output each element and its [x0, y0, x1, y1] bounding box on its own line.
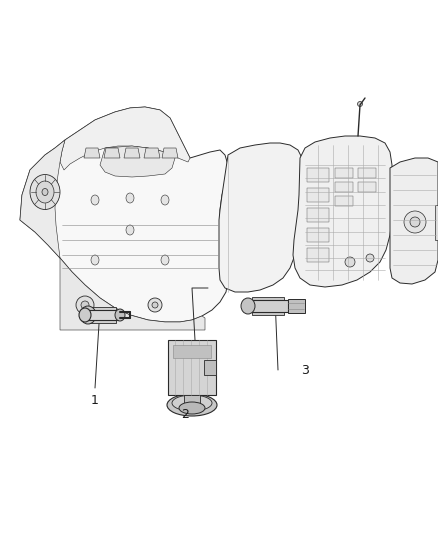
Ellipse shape: [42, 189, 48, 196]
Ellipse shape: [410, 217, 420, 227]
Ellipse shape: [418, 198, 432, 216]
Polygon shape: [435, 205, 438, 240]
Polygon shape: [358, 182, 376, 192]
Polygon shape: [124, 148, 140, 158]
Ellipse shape: [241, 298, 255, 314]
Ellipse shape: [167, 394, 217, 416]
Ellipse shape: [404, 211, 426, 233]
Polygon shape: [248, 300, 288, 312]
Polygon shape: [307, 168, 329, 182]
Polygon shape: [307, 228, 329, 242]
Ellipse shape: [161, 255, 169, 265]
Ellipse shape: [81, 301, 89, 309]
Ellipse shape: [80, 306, 96, 324]
Polygon shape: [88, 307, 116, 323]
Ellipse shape: [36, 181, 54, 203]
Ellipse shape: [126, 225, 134, 235]
Polygon shape: [392, 195, 425, 218]
Polygon shape: [219, 143, 305, 292]
Polygon shape: [162, 148, 178, 158]
Polygon shape: [293, 136, 392, 287]
Polygon shape: [307, 208, 329, 222]
Polygon shape: [20, 140, 65, 258]
Ellipse shape: [161, 195, 169, 205]
Polygon shape: [358, 168, 376, 178]
Polygon shape: [184, 395, 200, 408]
Ellipse shape: [30, 174, 60, 209]
Polygon shape: [390, 158, 438, 284]
Polygon shape: [307, 248, 329, 262]
Ellipse shape: [148, 298, 162, 312]
Ellipse shape: [357, 101, 363, 107]
Ellipse shape: [152, 302, 158, 308]
Polygon shape: [252, 297, 284, 315]
Polygon shape: [173, 345, 211, 358]
Polygon shape: [168, 340, 216, 395]
Ellipse shape: [91, 255, 99, 265]
Text: 1: 1: [91, 393, 99, 407]
Polygon shape: [100, 146, 175, 177]
Ellipse shape: [79, 308, 91, 322]
Text: 3: 3: [301, 364, 309, 376]
Ellipse shape: [172, 395, 212, 411]
Polygon shape: [144, 148, 160, 158]
Polygon shape: [84, 148, 100, 158]
Polygon shape: [60, 258, 205, 330]
Ellipse shape: [115, 309, 125, 321]
Polygon shape: [335, 168, 353, 178]
Polygon shape: [20, 107, 228, 322]
Ellipse shape: [91, 195, 99, 205]
Polygon shape: [288, 299, 305, 313]
Ellipse shape: [76, 296, 94, 314]
Ellipse shape: [345, 257, 355, 267]
Ellipse shape: [366, 254, 374, 262]
Polygon shape: [335, 196, 353, 206]
Ellipse shape: [126, 193, 134, 203]
Polygon shape: [204, 360, 216, 375]
Polygon shape: [335, 182, 353, 192]
Polygon shape: [85, 310, 118, 320]
Polygon shape: [307, 188, 329, 202]
Polygon shape: [60, 107, 190, 170]
Text: 2: 2: [181, 408, 189, 422]
Polygon shape: [104, 148, 120, 158]
Ellipse shape: [179, 402, 205, 414]
